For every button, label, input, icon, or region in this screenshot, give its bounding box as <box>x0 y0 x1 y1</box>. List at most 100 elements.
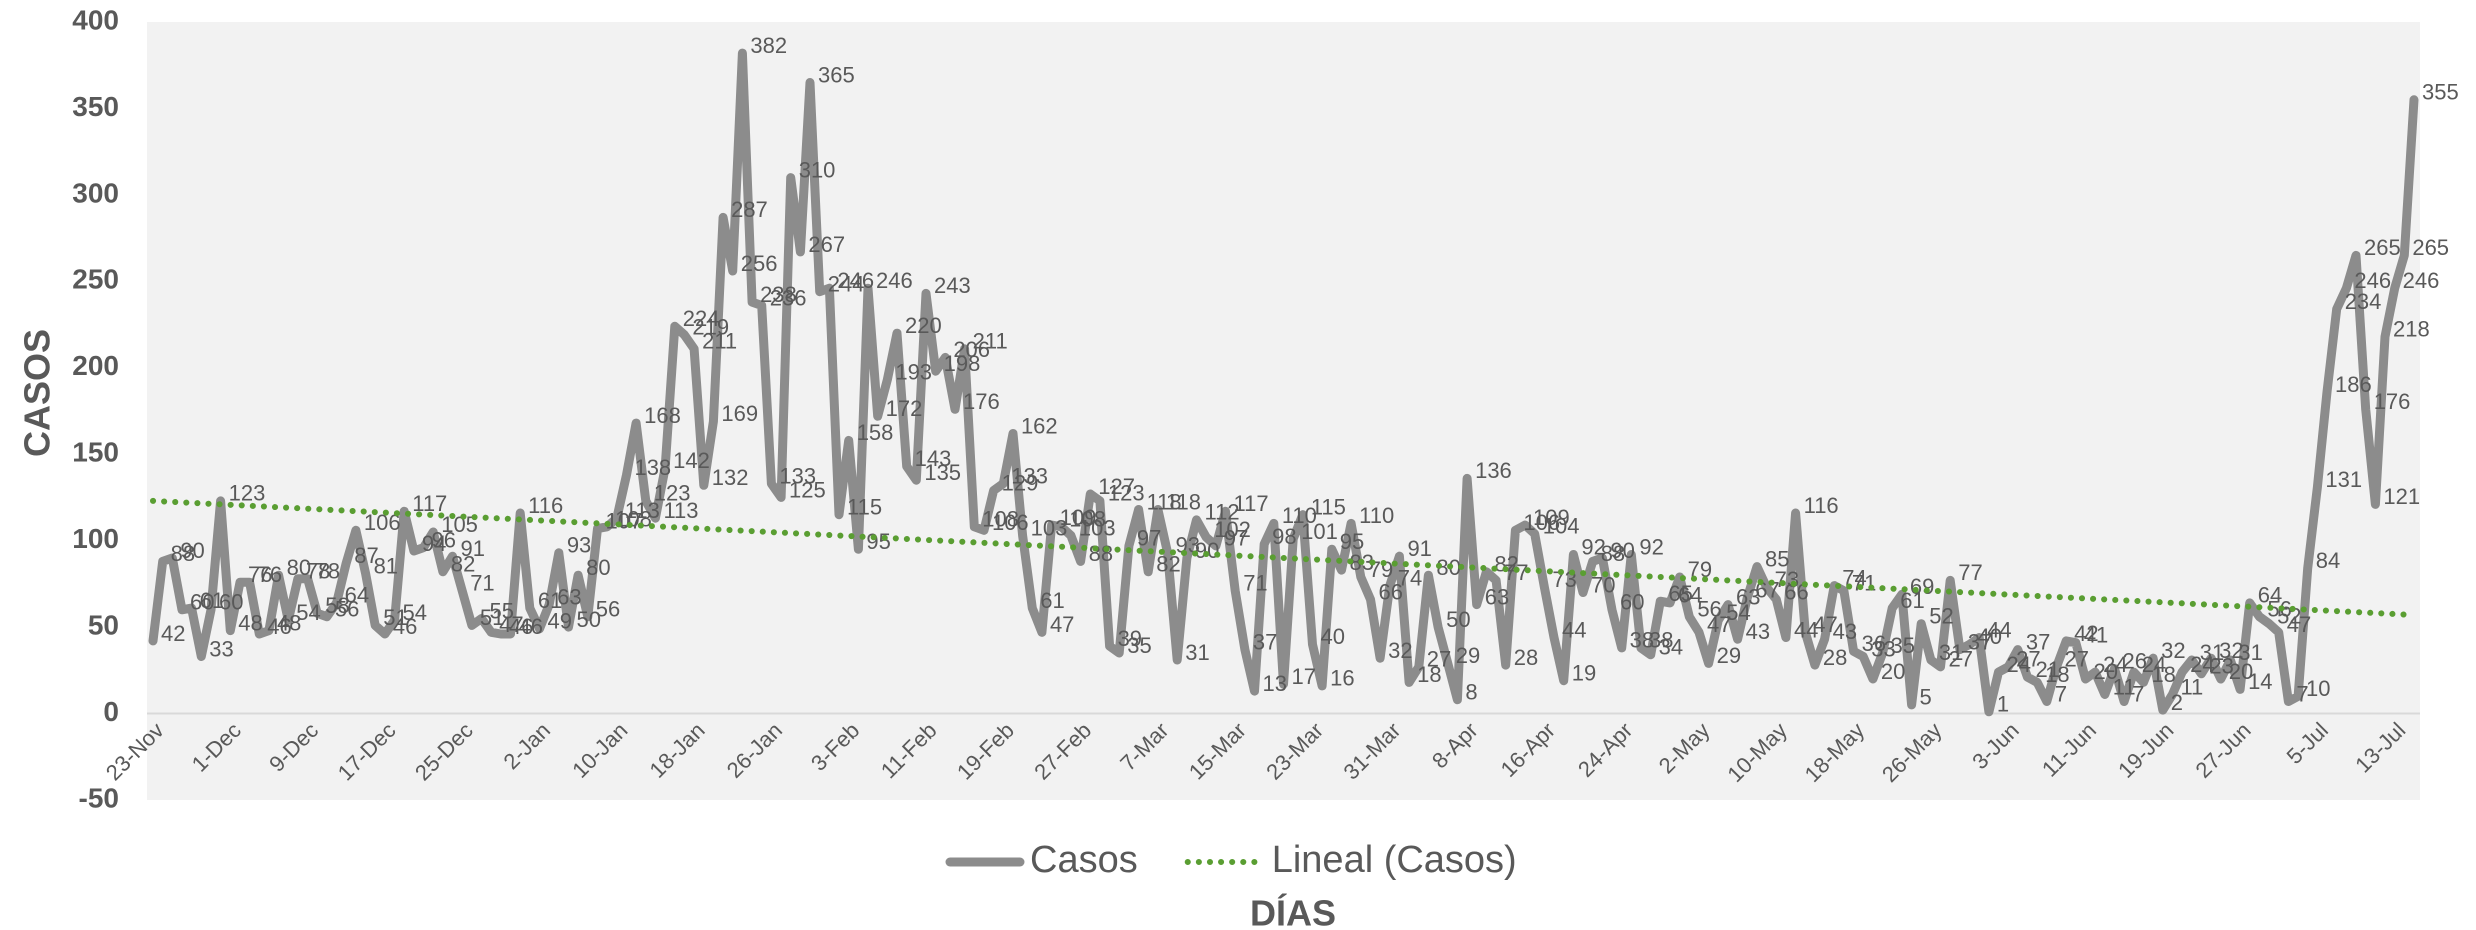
data-label: 7 <box>2296 681 2308 706</box>
data-label: 110 <box>1359 503 1394 528</box>
data-label: 91 <box>461 536 485 561</box>
data-label: 17 <box>1292 664 1316 689</box>
data-label: 142 <box>673 448 710 473</box>
data-label: 123 <box>654 481 691 506</box>
data-label: 24 <box>2190 652 2214 677</box>
data-label: 118 <box>1166 489 1201 514</box>
data-label: 24 <box>2103 652 2127 677</box>
data-label: 109 <box>1533 505 1570 530</box>
data-label: 56 <box>335 597 359 622</box>
data-label: 92 <box>1581 534 1605 559</box>
data-label: 133 <box>1011 463 1048 488</box>
data-label: 33 <box>209 636 233 661</box>
data-label: 169 <box>721 401 758 426</box>
data-label: 107 <box>605 508 642 533</box>
data-label: 13 <box>1263 671 1287 696</box>
data-label: 123 <box>229 481 266 506</box>
data-label: 104 <box>1543 514 1580 539</box>
data-label: 115 <box>847 495 882 520</box>
data-label: 46 <box>267 614 291 639</box>
data-label: 27 <box>2064 647 2088 672</box>
data-label: 91 <box>1407 536 1431 561</box>
data-label: 44 <box>1987 617 2011 642</box>
data-label: 108 <box>1069 507 1106 532</box>
data-label: 60 <box>219 590 243 615</box>
data-label: 84 <box>2316 548 2340 573</box>
y-tick-label: 150 <box>72 437 119 468</box>
data-label: 1 <box>1997 692 2009 717</box>
data-label: 143 <box>915 446 952 471</box>
data-label: 58 <box>325 593 349 618</box>
data-label: 33 <box>1871 636 1895 661</box>
data-label: 31 <box>2238 640 2262 665</box>
data-label: 24 <box>2007 652 2031 677</box>
data-label: 5 <box>1920 685 1932 710</box>
data-label: 71 <box>1243 571 1267 596</box>
data-label: 64 <box>345 583 369 608</box>
data-label: 265 <box>2364 235 2401 260</box>
data-label: 65 <box>1668 581 1692 606</box>
data-label: 21 <box>2036 657 2060 682</box>
data-label: 54 <box>1726 600 1750 625</box>
data-label: 90 <box>180 538 204 563</box>
data-label: 40 <box>1320 624 1344 649</box>
data-label: 27 <box>1949 647 1973 672</box>
data-label: 131 <box>2325 467 2362 492</box>
data-label: 38 <box>1630 628 1654 653</box>
data-label: 115 <box>1311 495 1346 520</box>
data-label: 244 <box>828 272 865 297</box>
data-label: 219 <box>692 315 729 340</box>
data-label: 7 <box>2132 681 2144 706</box>
data-label: 103 <box>1031 515 1068 540</box>
data-label: 20 <box>2229 659 2253 684</box>
data-label: 198 <box>944 351 981 376</box>
y-tick-label: 50 <box>88 610 119 641</box>
data-label: 92 <box>1639 534 1663 559</box>
data-label: 80 <box>287 555 311 580</box>
data-label: 32 <box>2161 638 2185 663</box>
data-label: 82 <box>451 552 475 577</box>
data-label: 69 <box>1910 574 1934 599</box>
data-label: 267 <box>808 232 845 257</box>
data-label: 74 <box>1398 565 1422 590</box>
data-label: 265 <box>2412 235 2449 260</box>
data-label: 121 <box>2383 484 2420 509</box>
data-label: 54 <box>403 600 427 625</box>
data-label: 66 <box>1378 579 1402 604</box>
data-label: 176 <box>2374 389 2411 414</box>
data-label: 287 <box>731 197 768 222</box>
data-label: 44 <box>1794 617 1818 642</box>
data-label: 43 <box>1833 619 1857 644</box>
data-label: 51 <box>383 605 407 630</box>
data-label: 31 <box>2200 640 2224 665</box>
data-label: 112 <box>1205 500 1240 525</box>
data-label: 132 <box>712 465 749 490</box>
data-label: 37 <box>1968 629 1992 654</box>
data-label: 168 <box>644 403 681 428</box>
y-axis-title: CASOS <box>17 329 58 457</box>
data-label: 10 <box>2306 676 2330 701</box>
data-label: 97 <box>1224 526 1248 551</box>
data-label: 71 <box>470 571 494 596</box>
data-label: 76 <box>248 562 272 587</box>
data-label: 43 <box>1746 619 1770 644</box>
data-label: 77 <box>1504 560 1528 585</box>
data-label: 310 <box>799 157 836 182</box>
data-label: 52 <box>1929 603 1953 628</box>
data-label: 129 <box>1002 470 1039 495</box>
data-label: 64 <box>2258 583 2282 608</box>
data-label: 365 <box>818 62 855 87</box>
data-label: 32 <box>1388 638 1412 663</box>
data-label: 123 <box>1108 481 1145 506</box>
data-label: 73 <box>1775 567 1799 592</box>
data-label: 95 <box>1340 529 1364 554</box>
data-label: 44 <box>1562 617 1586 642</box>
data-label: 108 <box>615 507 652 532</box>
data-label: 97 <box>1137 526 1161 551</box>
data-label: 63 <box>557 584 581 609</box>
data-label: 136 <box>1475 458 1512 483</box>
data-label: 80 <box>586 555 610 580</box>
data-label: 101 <box>1301 519 1338 544</box>
data-label: 88 <box>171 541 195 566</box>
